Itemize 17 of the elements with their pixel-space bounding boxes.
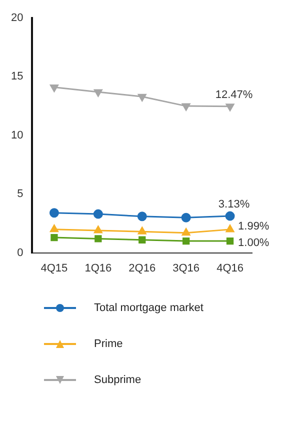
legend-label: Prime <box>94 338 123 350</box>
legend-label: Subprime <box>94 374 142 386</box>
y-tick-label: 0 <box>17 246 24 259</box>
x-tick-label: 4Q15 <box>40 262 68 274</box>
y-tick-label: 15 <box>10 70 24 83</box>
data-label: 12.47% <box>215 88 253 101</box>
y-tick-label: 20 <box>10 12 24 24</box>
x-tick-label: 2Q16 <box>128 262 156 274</box>
y-tick-label: 10 <box>10 129 24 142</box>
x-tick-label: 3Q16 <box>172 262 200 274</box>
legend-label: Total mortgage market <box>94 302 204 314</box>
data-label: 1.00% <box>238 237 270 250</box>
x-tick-label: 1Q16 <box>84 262 112 274</box>
x-tick-label: 4Q16 <box>216 262 244 274</box>
y-tick-label: 5 <box>17 188 24 200</box>
data-label: 3.13% <box>218 198 250 211</box>
data-label: 1.99% <box>238 220 270 232</box>
